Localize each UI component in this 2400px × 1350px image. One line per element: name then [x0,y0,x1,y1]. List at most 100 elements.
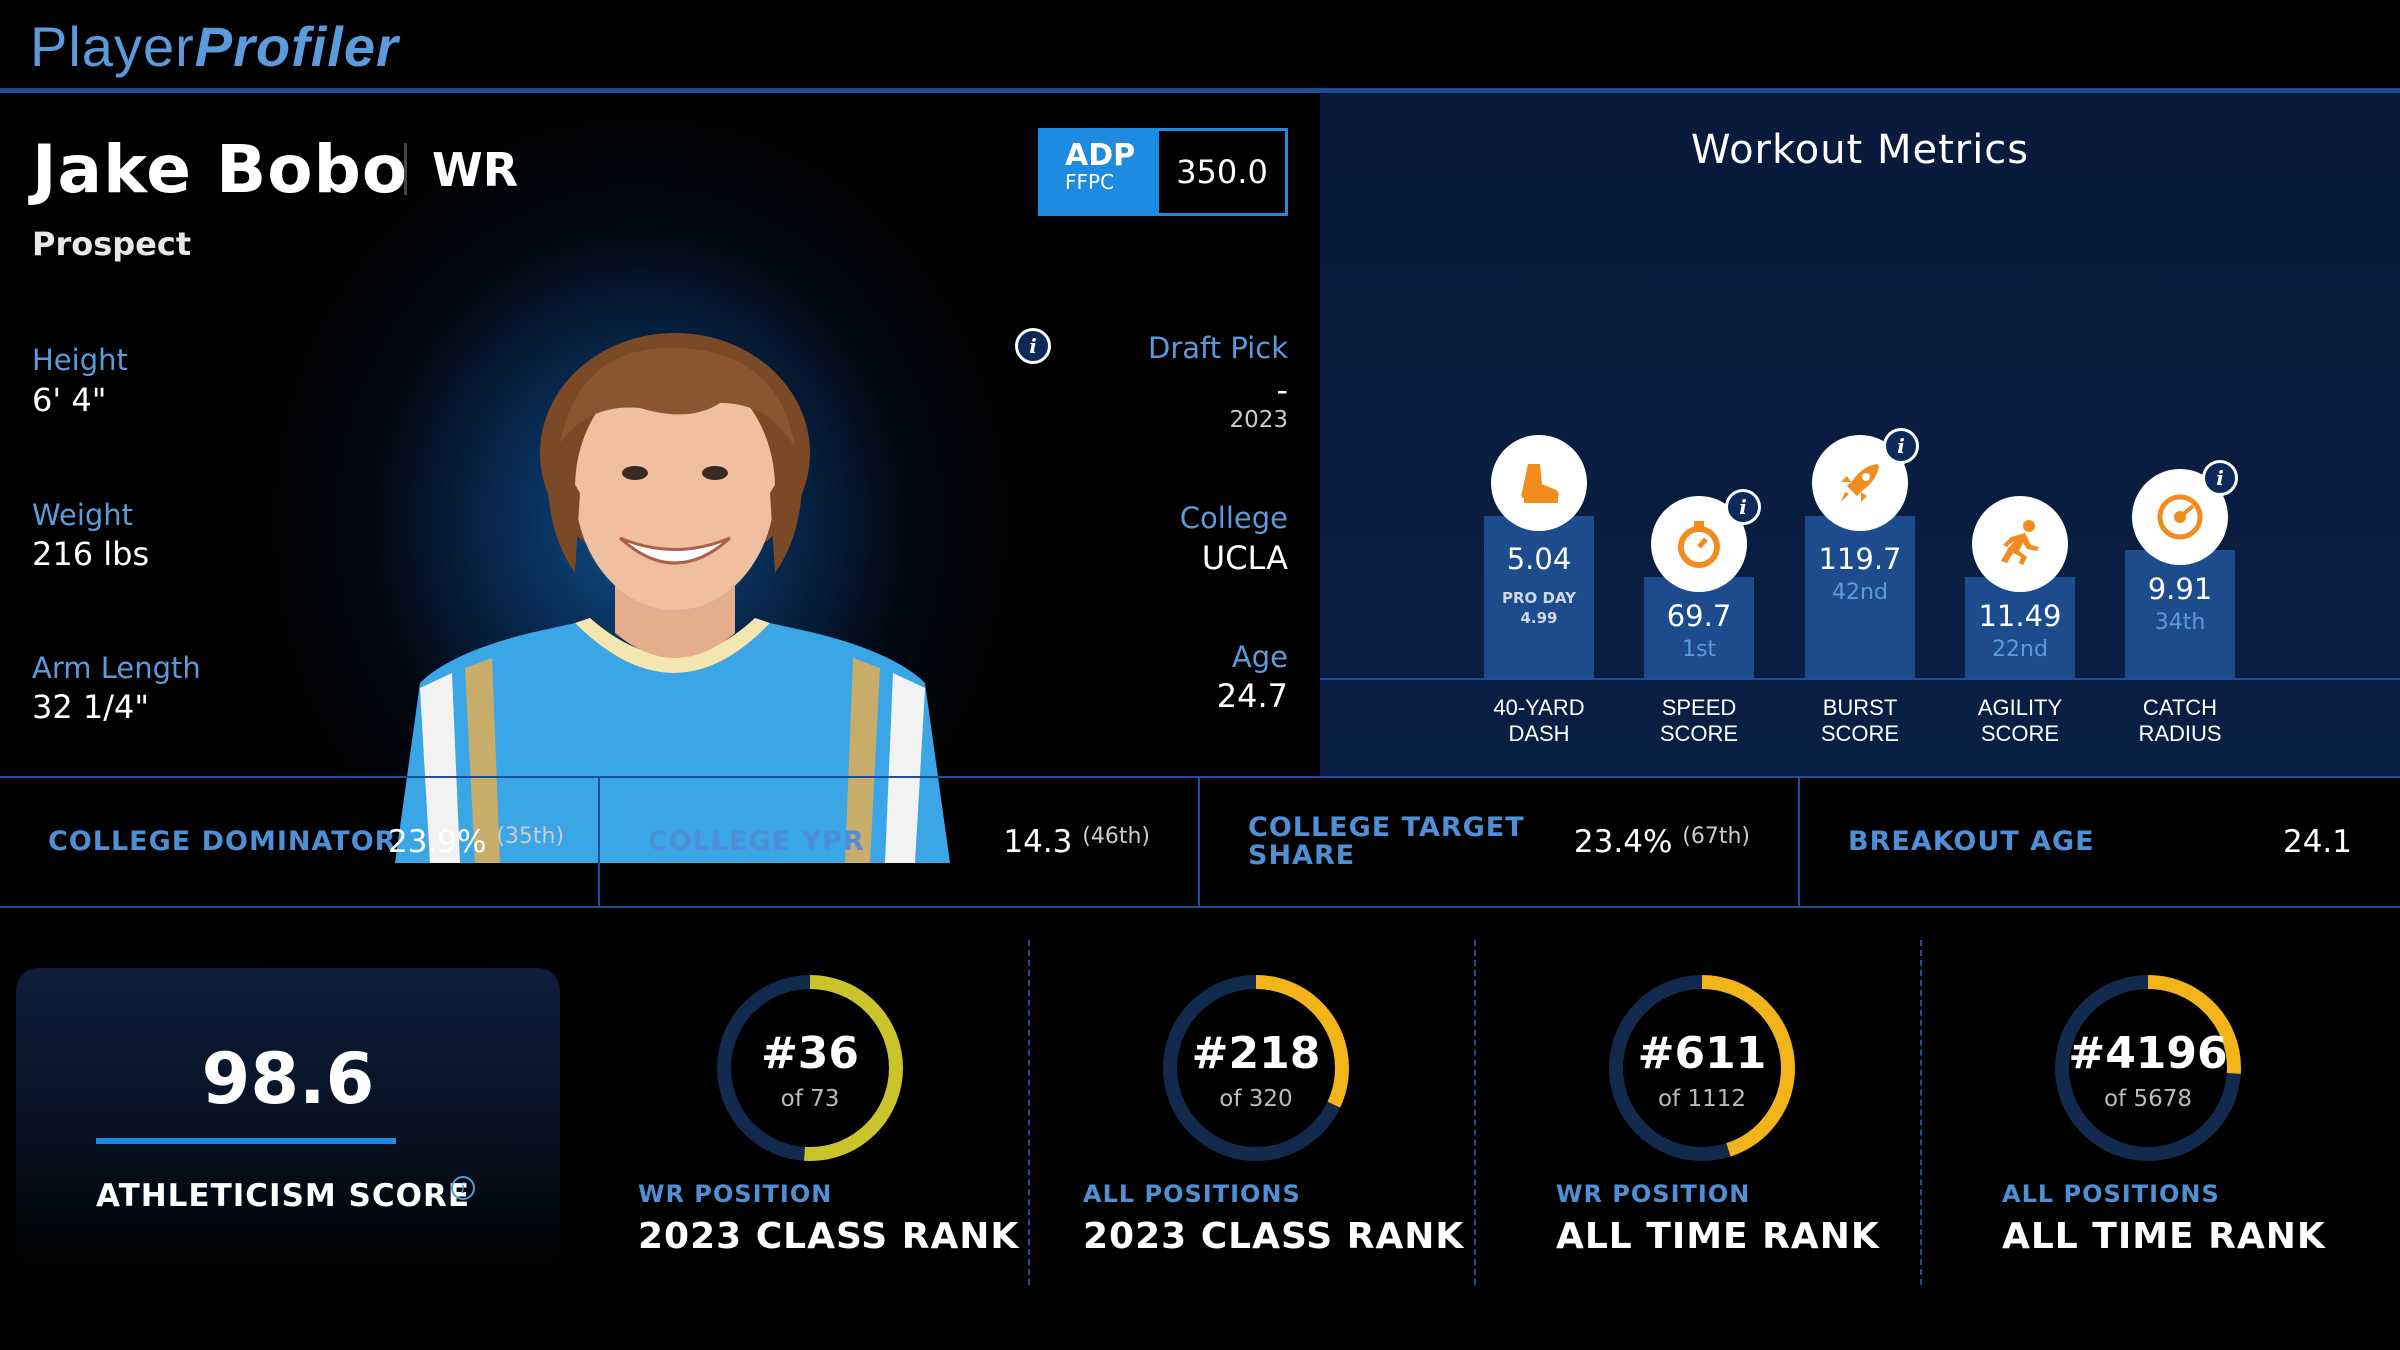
stat-rank: (67th) [1682,824,1750,849]
stat-label: COLLEGE YPR [648,826,865,857]
age-label: Age [1231,640,1288,674]
athleticism-score-card: 98.6 ATHLETICISM SCORE i [16,968,560,1268]
rank-donut [1163,975,1349,1161]
rank-total: of 1112 [1657,1086,1746,1112]
college-value: UCLA [1201,539,1288,577]
stat-divider [1198,778,1200,906]
stat-number: 23.4% [1573,824,1673,860]
info-icon[interactable]: i [451,1176,475,1200]
metric-bar-catch-radius: 9.91 34th [2125,550,2235,678]
player-photo [390,323,960,863]
rank-donut-fill [717,975,903,1161]
rank-donut-fill [1609,975,1795,1161]
rank-donut [1609,975,1795,1161]
rank-donut-fill [2055,975,2241,1161]
player-position: WR [432,143,519,197]
adp-label: ADP [1065,138,1136,173]
rank-all-all-time: #4196 of 5678 ALL POSITIONS ALL TIME RAN… [1928,940,2368,1280]
workout-metrics-title: Workout Metrics [1690,127,2030,173]
metric-name-line2: SCORE [1980,721,2060,746]
stat-rank: (46th) [1082,824,1150,849]
stat-value: 14.3 (46th) [1003,824,1150,860]
metric-name-40-yard: 40-YARD DASH [1464,695,1614,747]
metric-value: 5.04 [1506,542,1572,576]
brand-logo-part2: Profiler [194,15,399,78]
draft-pick-label: Draft Pick [1148,331,1288,365]
stat-breakout-age: BREAKOUT AGE 24.1 [1800,778,2400,906]
rank-donut [717,975,903,1161]
athleticism-score-bar [96,1138,396,1144]
rank-category: ALL POSITIONS [2002,1180,2220,1208]
workout-metrics-panel: Workout Metrics 5.04 PRO DAY 4.99 i 40-Y… [1015,93,2400,776]
brand-logo[interactable]: PlayerProfiler [30,14,399,80]
metric-rank: 34th [2154,610,2206,635]
rank-donut [2055,975,2241,1161]
metric-proday-value: 4.99 [1520,609,1558,627]
info-icon[interactable]: i [1015,328,1051,364]
rank-all-class: #218 of 320 ALL POSITIONS 2023 CLASS RAN… [1036,940,1476,1280]
stat-label: BREAKOUT AGE [1848,826,2095,857]
stat-divider [1798,778,1800,906]
stat-college-target-share: COLLEGE TARGET SHARE 23.4% (67th) [1200,778,1798,906]
stat-label-line1: COLLEGE TARGET [1248,812,1525,843]
metric-name-line1: 40-YARD [1493,695,1585,720]
rank-category: WR POSITION [638,1180,833,1208]
top-bar: PlayerProfiler [0,0,2400,93]
metric-bar-speed-score: 69.7 1st [1644,577,1754,678]
metric-name-line1: BURST [1822,695,1898,720]
rank-number: #611 [1637,1028,1767,1079]
stat-value: 23.9% (35th) [388,824,564,860]
rank-title: 2023 CLASS RANK [638,1216,1020,1257]
info-icon[interactable]: i [1883,428,1919,464]
brand-logo-part1: Player [30,15,195,78]
metric-name-agility-score: AGILITY SCORE [1945,695,2095,747]
athleticism-score-label: ATHLETICISM SCORE [96,1178,471,1214]
stat-label-line2: SHARE [1248,840,1356,871]
rank-title: ALL TIME RANK [1556,1216,1880,1257]
stat-label: COLLEGE DOMINATOR [48,826,397,857]
info-icon[interactable]: i [2202,460,2238,496]
stat-value: 24.1 [2282,824,2352,860]
rank-wr-all-time: #611 of 1112 WR POSITION ALL TIME RANK [1482,940,1922,1280]
draft-year: 2023 [1229,407,1288,433]
weight-value: 216 lbs [32,535,150,573]
metric-bar-40-yard: 5.04 PRO DAY 4.99 [1484,516,1594,678]
rank-number: #218 [1191,1028,1321,1079]
metric-name-line2: SCORE [1820,721,1900,746]
rank-title: ALL TIME RANK [2002,1216,2326,1257]
rank-category: WR POSITION [1556,1180,1751,1208]
rank-divider [1474,940,1476,1285]
rank-divider [1028,940,1030,1285]
metric-name-line1: AGILITY [1977,695,2063,720]
metric-name-burst-score: BURST SCORE [1785,695,1935,747]
rank-total: of 5678 [2103,1086,2192,1112]
metric-bar-burst-score: 119.7 42nd [1805,516,1915,678]
info-icon[interactable]: i [1725,489,1761,525]
rank-number: #36 [760,1028,860,1079]
metric-value: 119.7 [1818,542,1902,576]
weight-label: Weight [32,498,134,532]
metric-name-line1: SPEED [1661,695,1737,720]
metric-rank: 1st [1681,637,1717,662]
rank-donut-fill [1163,975,1349,1161]
workout-baseline [1320,678,2400,680]
college-stats-row: COLLEGE DOMINATOR 23.9% (35th) COLLEGE Y… [0,776,2400,908]
metric-name-line2: RADIUS [2138,721,2222,746]
stat-label: COLLEGE TARGET SHARE [1248,814,1525,870]
metric-value: 69.7 [1666,599,1732,633]
rank-wr-class: #36 of 73 WR POSITION 2023 CLASS RANK [590,940,1030,1280]
stat-number: 23.9% [388,824,487,860]
metric-name-line2: DASH [1508,721,1570,746]
age-value: 24.7 [1216,677,1288,715]
rank-divider [1920,940,1922,1285]
metric-name-speed-score: SPEED SCORE [1624,695,1774,747]
height-label: Height [32,343,128,377]
stat-college-ypr: COLLEGE YPR 14.3 (46th) [600,778,1198,906]
player-panel: Jake Bobo WR Prospect ADP FFPC 350.0 Hei… [0,93,1320,863]
rank-title: 2023 CLASS RANK [1083,1216,1465,1257]
stat-college-dominator: COLLEGE DOMINATOR 23.9% (35th) [0,778,598,906]
adp-label-block: ADP FFPC [1041,131,1159,213]
adp-badge: ADP FFPC 350.0 [1038,128,1288,216]
height-value: 6' 4" [32,381,107,419]
athleticism-score-value: 98.6 [201,1038,375,1120]
